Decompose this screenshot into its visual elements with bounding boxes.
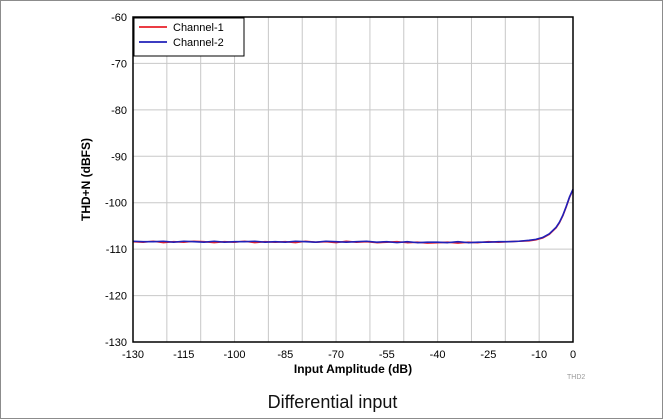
- y-tick-label: -60: [111, 12, 127, 24]
- legend-label-2: Channel-2: [173, 37, 224, 49]
- plot-area: [133, 17, 573, 342]
- x-tick-label: -130: [122, 349, 144, 361]
- x-tick-label: -25: [480, 349, 496, 361]
- y-tick-label: -80: [111, 105, 127, 117]
- legend-box: [133, 17, 245, 57]
- series-line-2: [132, 188, 574, 244]
- y-tick-label: -70: [111, 58, 127, 70]
- figure-code: THD2: [567, 374, 585, 381]
- x-tick-label: -100: [224, 349, 246, 361]
- x-tick-label: -55: [379, 349, 395, 361]
- y-tick-label: -90: [111, 151, 127, 163]
- x-tick-label: -85: [277, 349, 293, 361]
- x-tick-label: 0: [570, 349, 576, 361]
- y-tick-label: -120: [105, 291, 127, 303]
- x-tick-label: -40: [430, 349, 446, 361]
- plot-border: [132, 16, 574, 343]
- y-tick-label: -100: [105, 198, 127, 210]
- x-tick-label: -115: [173, 349, 194, 361]
- y-tick-label: -110: [106, 244, 127, 256]
- legend-label-1: Channel-1: [173, 22, 224, 34]
- x-tick-label: -70: [328, 349, 344, 361]
- chart-caption: Differential input: [267, 392, 398, 412]
- x-tick-label: -10: [531, 349, 547, 361]
- y-tick-label: -130: [105, 337, 127, 349]
- y-axis-title: THD+N (dBFS): [79, 138, 93, 221]
- x-axis-title: Input Amplitude (dB): [294, 362, 412, 376]
